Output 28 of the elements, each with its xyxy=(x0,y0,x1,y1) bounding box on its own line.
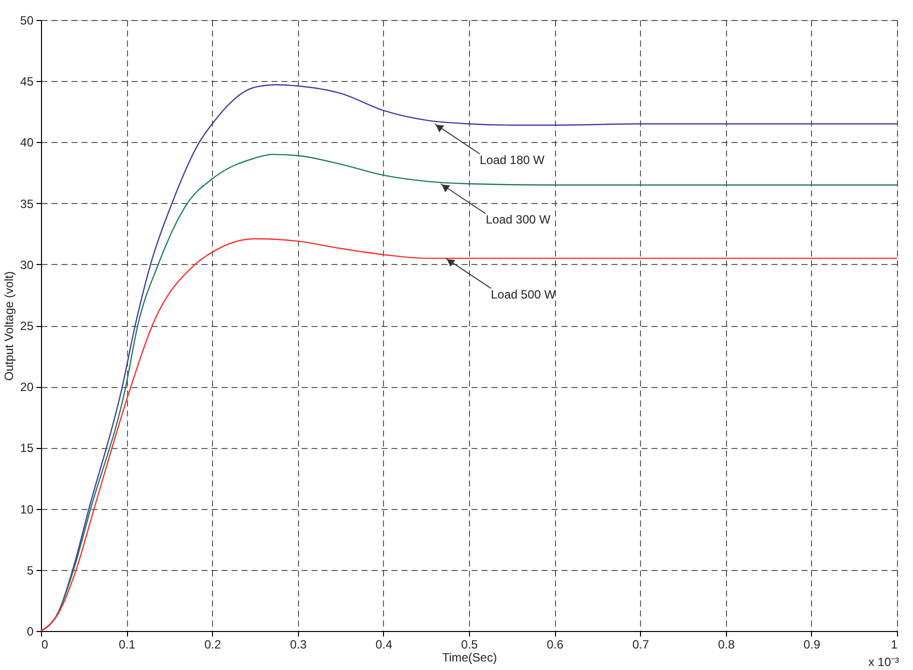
y-tick-label: 35 xyxy=(20,196,34,211)
y-tick-label: 40 xyxy=(20,136,34,150)
text: x 10⁻³ xyxy=(868,655,899,669)
y-tick-label: 25 xyxy=(20,319,34,333)
x-tick-label: 0.6 xyxy=(546,638,564,652)
y-tick-label: 30 xyxy=(20,258,34,272)
x-tick-label: 0.2 xyxy=(204,638,222,652)
y-axis-title: Output Voltage (volt) xyxy=(2,271,16,381)
x-tick-label: 0.9 xyxy=(804,638,821,652)
x-tick-label: 0.1 xyxy=(118,638,136,652)
x-tick-label: 1 xyxy=(890,638,898,652)
x-tick-label: 0.8 xyxy=(718,638,735,652)
y-tick-label: 50 xyxy=(20,14,34,28)
x-axis-title: Time(Sec) xyxy=(442,650,497,664)
y-tick-label: 5 xyxy=(26,563,34,578)
annotation: Load 300 W xyxy=(486,212,552,227)
x-tick-label: 0.4 xyxy=(376,638,393,652)
y-tick-label: 45 xyxy=(20,74,34,89)
y-tick-label: 15 xyxy=(20,441,34,456)
x-tick-label: 0.7 xyxy=(632,638,650,652)
y-tick-label: 10 xyxy=(20,502,34,516)
annotation: Load 500 W xyxy=(490,287,556,302)
x-tick-label: 0.5 xyxy=(461,638,478,652)
y-tick-label: 20 xyxy=(20,380,34,394)
y-tick-label: 0 xyxy=(26,624,34,638)
x-tick-label: 0.3 xyxy=(290,638,307,652)
x-tick-label: 0 xyxy=(42,638,48,652)
annotation: Load 180 W xyxy=(480,152,546,167)
